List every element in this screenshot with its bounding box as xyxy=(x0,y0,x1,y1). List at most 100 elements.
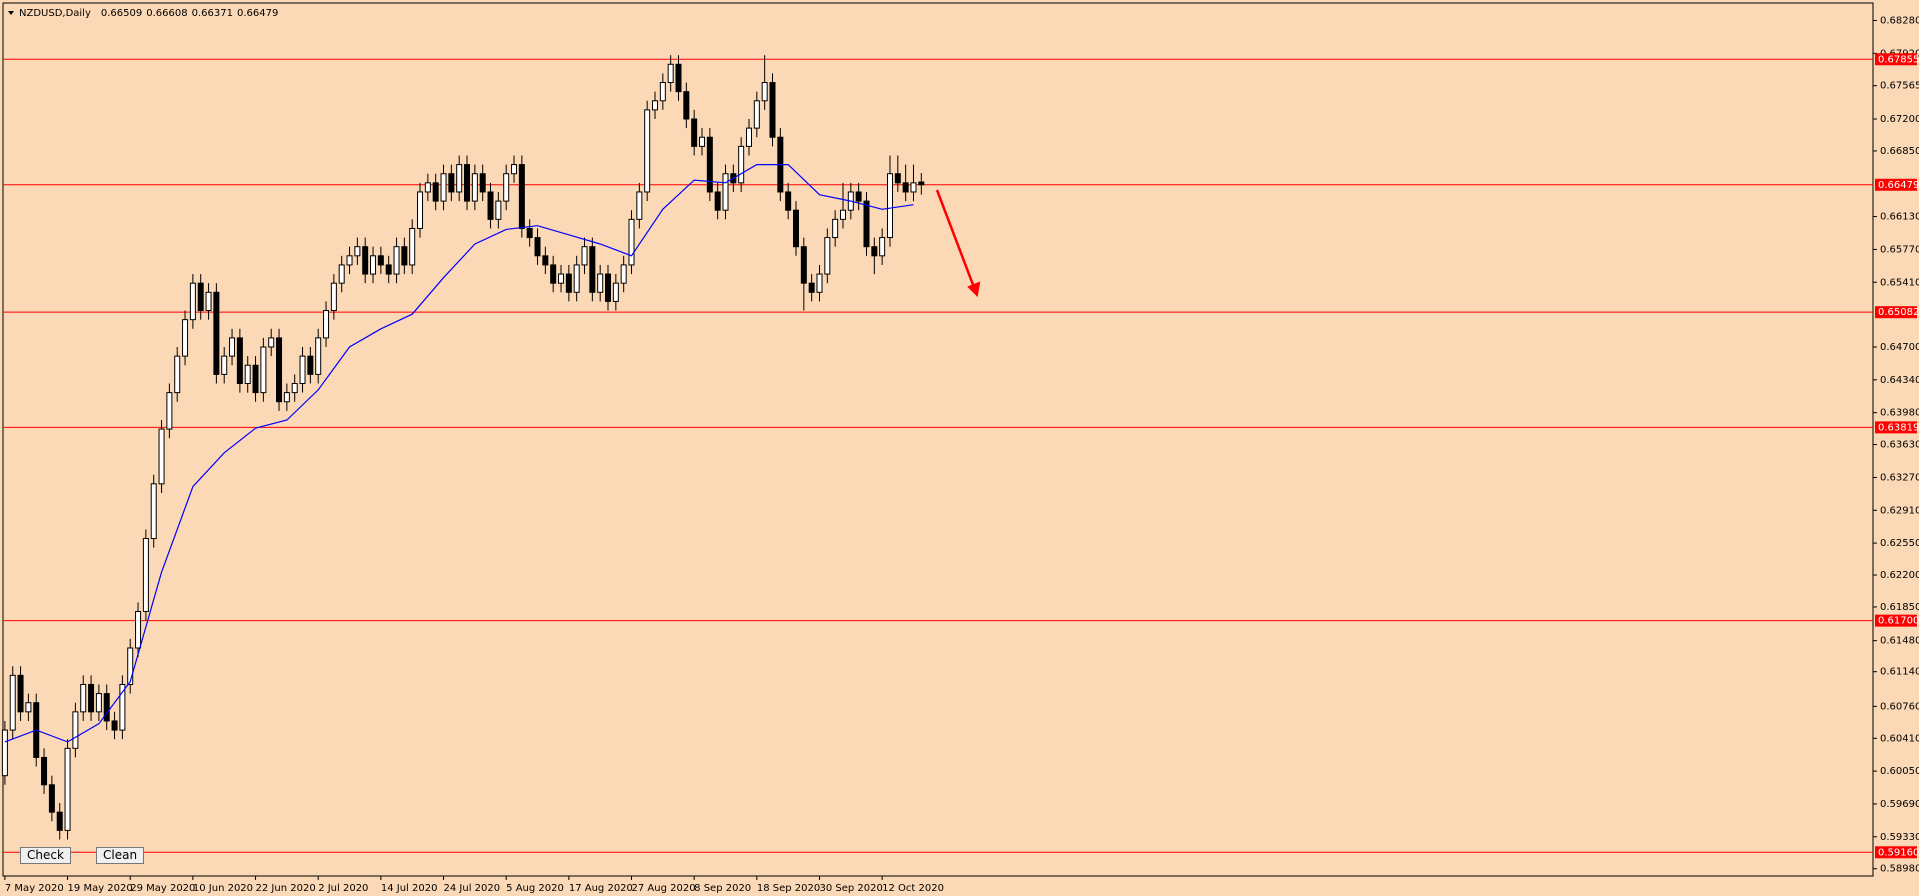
candle-body xyxy=(354,246,361,257)
candle-body xyxy=(393,246,400,275)
plot-frame xyxy=(2,2,1874,877)
level-label-bg xyxy=(1875,421,1917,434)
candle-body xyxy=(503,173,510,202)
candle-body xyxy=(534,237,541,257)
candle-body xyxy=(323,310,330,339)
candle-body xyxy=(863,200,870,248)
y-tick-label: 0.67200 xyxy=(1880,114,1919,125)
candle-body xyxy=(910,182,917,193)
candle-body xyxy=(871,246,878,257)
x-tick-label: 5 Aug 2020 xyxy=(506,883,564,894)
candle-body xyxy=(56,811,63,831)
candle-body xyxy=(761,82,768,102)
candle-body xyxy=(64,747,71,831)
candle-body xyxy=(111,720,118,731)
candle-body xyxy=(816,273,823,293)
clean-button[interactable]: Clean xyxy=(96,847,145,864)
candle-body xyxy=(714,191,721,211)
candle-body xyxy=(464,164,471,202)
candle-body xyxy=(448,173,455,193)
candle-body xyxy=(291,382,298,394)
y-tick-label: 0.65410 xyxy=(1880,277,1919,288)
x-tick-label: 12 Oct 2020 xyxy=(882,883,944,894)
candle-body xyxy=(417,191,424,229)
y-tick-label: 0.60410 xyxy=(1880,733,1919,744)
candle-body xyxy=(409,227,416,266)
candle-body xyxy=(150,483,157,540)
candle-body xyxy=(197,282,204,312)
candle-body xyxy=(385,264,392,275)
level-label: 0.65082 xyxy=(1878,307,1919,318)
candle-body xyxy=(88,683,95,713)
y-tick-label: 0.63630 xyxy=(1880,440,1919,451)
candle-body xyxy=(432,182,439,202)
candle-body xyxy=(675,63,682,93)
candle-body xyxy=(706,136,713,193)
candle-body xyxy=(832,218,839,239)
y-tick-label: 0.62550 xyxy=(1880,538,1919,549)
candle-body xyxy=(894,173,901,184)
candle-body xyxy=(808,282,815,293)
candle-body xyxy=(620,264,627,284)
candle-body xyxy=(839,209,846,220)
y-tick-label: 0.60050 xyxy=(1880,766,1919,777)
candle-body xyxy=(691,118,698,147)
candle-body xyxy=(471,173,478,202)
x-tick-label: 27 Aug 2020 xyxy=(632,883,696,894)
candle-body xyxy=(158,428,165,485)
candle-body xyxy=(542,255,549,266)
candle-body xyxy=(722,173,729,211)
candle-body xyxy=(479,173,486,193)
candle-body xyxy=(182,319,189,357)
candle-body xyxy=(636,191,643,220)
level-label-bg xyxy=(1875,178,1917,191)
candle-body xyxy=(307,355,314,375)
candle-body xyxy=(487,191,494,220)
candle-body xyxy=(377,255,384,266)
candle-body xyxy=(792,209,799,248)
x-tick-label: 29 May 2020 xyxy=(130,883,195,894)
candle-body xyxy=(221,355,228,375)
y-tick-label: 0.61140 xyxy=(1880,667,1919,678)
candle-body xyxy=(424,182,431,193)
candle-body xyxy=(745,127,752,147)
candle-body xyxy=(605,273,612,302)
candle-body xyxy=(9,674,16,731)
candle-body xyxy=(17,674,24,713)
candle-body xyxy=(565,273,572,293)
level-label-bg xyxy=(1875,614,1917,627)
candle-body xyxy=(174,355,181,394)
x-tick-label: 30 Sep 2020 xyxy=(819,883,882,894)
candle-body xyxy=(855,191,862,202)
candle-body xyxy=(95,693,102,713)
candle-body xyxy=(511,164,518,175)
y-tick-label: 0.61850 xyxy=(1880,602,1919,613)
arrow-head xyxy=(967,281,981,298)
candle-body xyxy=(597,273,604,293)
candle-body xyxy=(699,136,706,147)
candle-body xyxy=(260,346,267,394)
candle-body xyxy=(800,246,807,284)
candle-body xyxy=(1,729,8,777)
candle-body xyxy=(918,181,925,186)
header-low: 0.66371 xyxy=(192,8,233,19)
y-tick-label: 0.64340 xyxy=(1880,375,1919,386)
candle-body xyxy=(652,100,659,111)
candle-body xyxy=(753,100,760,129)
candle-body xyxy=(346,255,353,266)
candle-body xyxy=(189,282,196,321)
candle-body xyxy=(299,355,306,384)
y-tick-label: 0.59690 xyxy=(1880,799,1919,810)
y-tick-label: 0.65770 xyxy=(1880,244,1919,255)
arrow-shaft xyxy=(935,189,977,291)
level-label: 0.67855 xyxy=(1878,54,1919,65)
candle-body xyxy=(244,364,251,384)
candle-body xyxy=(213,291,220,375)
y-tick-label: 0.59330 xyxy=(1880,832,1919,843)
y-tick-label: 0.64700 xyxy=(1880,342,1919,353)
candle-body xyxy=(612,282,619,302)
header-close: 0.66479 xyxy=(237,8,278,19)
check-button[interactable]: Check xyxy=(20,847,71,864)
